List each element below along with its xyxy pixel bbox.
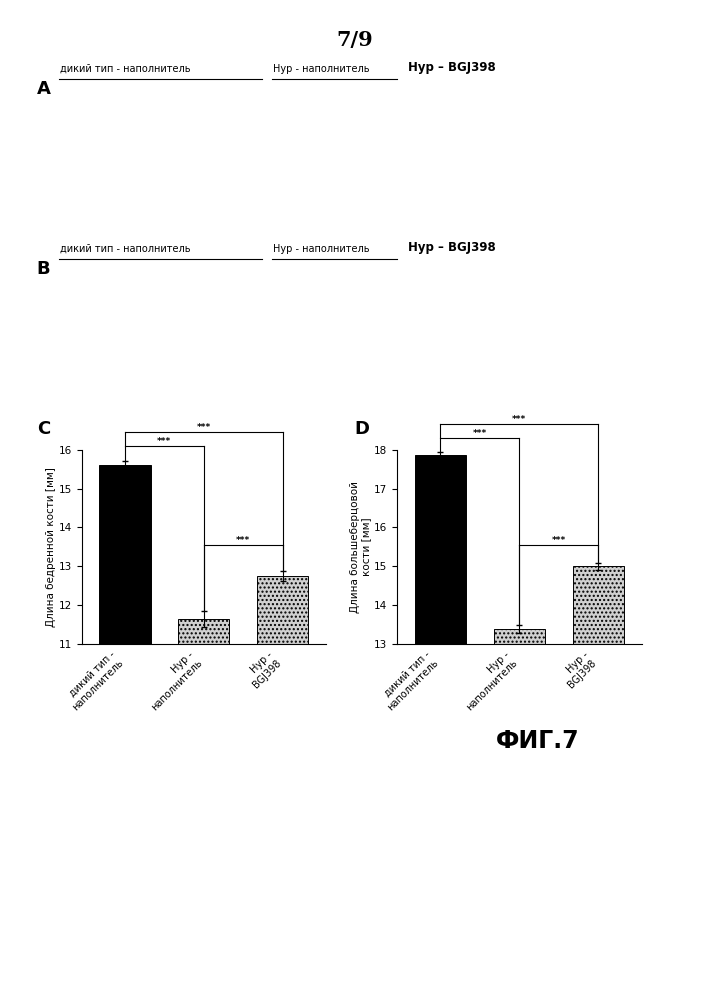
Text: Hyp – BGJ398: Hyp – BGJ398 bbox=[408, 61, 496, 74]
Text: дикий тип - наполнитель: дикий тип - наполнитель bbox=[60, 244, 191, 254]
Y-axis label: Длина бедренной кости [мм]: Длина бедренной кости [мм] bbox=[46, 467, 56, 627]
Bar bbox=[415, 456, 466, 999]
Bar bbox=[493, 628, 545, 999]
Text: A: A bbox=[37, 80, 51, 98]
Text: Hyp - наполнитель: Hyp - наполнитель bbox=[273, 244, 369, 254]
Y-axis label: Длина большеберцовой
кости [мм]: Длина большеберцовой кости [мм] bbox=[350, 481, 372, 613]
Text: ***: *** bbox=[236, 536, 250, 545]
Text: C: C bbox=[37, 420, 50, 438]
Bar bbox=[178, 619, 230, 999]
Text: D: D bbox=[354, 420, 369, 438]
Text: ***: *** bbox=[512, 416, 527, 425]
Text: Hyp - наполнитель: Hyp - наполнитель bbox=[273, 64, 369, 74]
Text: ***: *** bbox=[473, 429, 487, 438]
Text: B: B bbox=[37, 260, 50, 278]
Text: ***: *** bbox=[552, 536, 566, 545]
Text: 7/9: 7/9 bbox=[336, 30, 373, 50]
Text: дикий тип - наполнитель: дикий тип - наполнитель bbox=[60, 64, 191, 74]
Bar bbox=[257, 576, 308, 999]
Bar bbox=[573, 566, 624, 999]
Text: ***: *** bbox=[157, 437, 172, 446]
Bar bbox=[99, 466, 150, 999]
Text: Hyp – BGJ398: Hyp – BGJ398 bbox=[408, 241, 496, 254]
Text: ФИГ.7: ФИГ.7 bbox=[496, 729, 580, 753]
Text: ***: *** bbox=[196, 423, 211, 432]
